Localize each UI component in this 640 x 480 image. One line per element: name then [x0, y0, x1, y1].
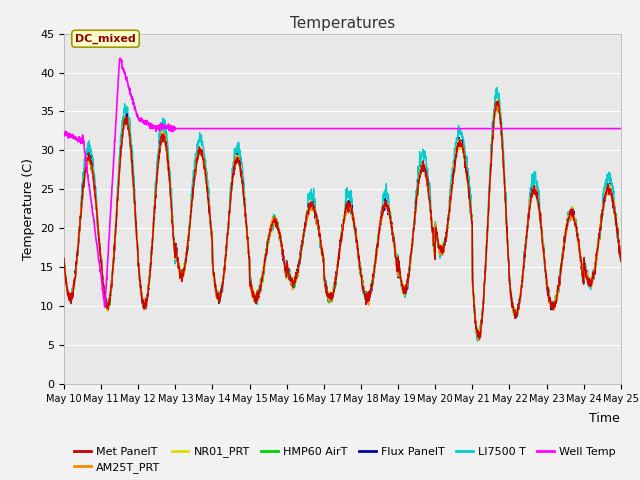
Text: DC_mixed: DC_mixed: [75, 34, 136, 44]
Y-axis label: Temperature (C): Temperature (C): [22, 158, 35, 260]
Title: Temperatures: Temperatures: [290, 16, 395, 31]
Legend: Met PanelT, AM25T_PRT, NR01_PRT, HMP60 AirT, Flux PanelT, LI7500 T, Well Temp: Met PanelT, AM25T_PRT, NR01_PRT, HMP60 A…: [70, 442, 620, 478]
X-axis label: Time: Time: [589, 412, 620, 425]
